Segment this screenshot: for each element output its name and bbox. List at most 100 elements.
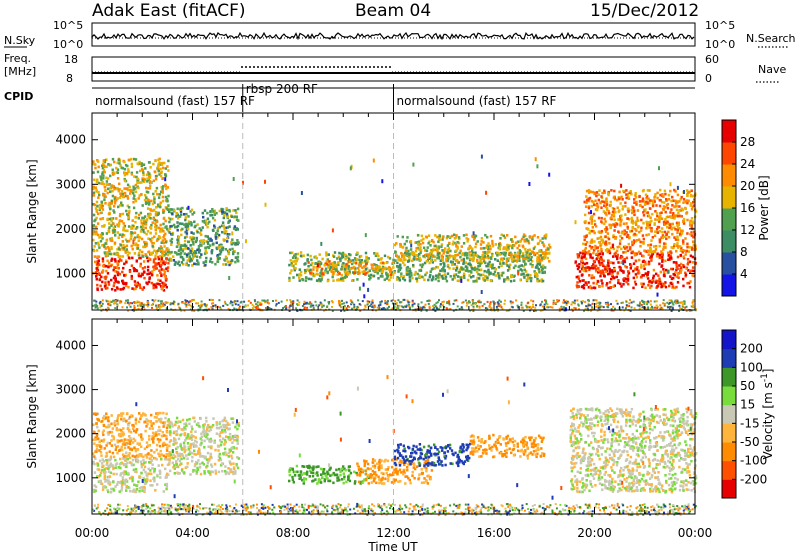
scatter-cell [355, 258, 359, 261]
scatter-cell [407, 301, 410, 304]
scatter-cell [596, 280, 600, 283]
scatter-cell [155, 306, 158, 309]
scatter-cell [347, 257, 351, 261]
scatter-cell [395, 278, 399, 281]
scatter-cell [128, 303, 131, 306]
scatter-cell [225, 230, 228, 233]
scatter-cell [494, 274, 497, 277]
scatter-cell [340, 268, 343, 271]
scatter-cell [93, 299, 96, 302]
scatter-cell [536, 164, 539, 169]
scatter-cell [479, 259, 482, 262]
scatter-cell [142, 217, 145, 220]
scatter-cell [669, 282, 672, 285]
scatter-cell [125, 281, 128, 285]
scatter-cell [650, 199, 653, 203]
scatter-cell [634, 196, 638, 199]
scatter-cell [292, 300, 295, 303]
scatter-cell [311, 262, 314, 265]
scatter-cell [146, 272, 149, 276]
scatter-cell [590, 210, 592, 215]
scatter-cell [130, 171, 133, 175]
scatter-cell [127, 216, 131, 219]
scatter-cell [411, 303, 414, 306]
scatter-cell [294, 262, 297, 265]
scatter-cell [432, 248, 435, 251]
scatter-cell [197, 304, 200, 307]
scatter-cell [681, 239, 685, 242]
scatter-cell [154, 267, 157, 270]
scatter-cell [494, 267, 497, 271]
scatter-cell [131, 287, 134, 290]
scatter-cell [386, 302, 388, 305]
scatter-cell [133, 175, 136, 178]
scatter-cell [692, 304, 695, 307]
scatter-cell [345, 307, 348, 310]
scatter-cell [472, 302, 475, 305]
scatter-cell [189, 236, 192, 239]
scatter-cell [255, 303, 258, 306]
scatter-cell [670, 208, 673, 211]
scatter-cell [593, 203, 596, 207]
scatter-cell [535, 304, 537, 307]
scatter-cell [514, 235, 517, 239]
scatter-cell [108, 302, 111, 305]
scatter-cell [290, 269, 293, 272]
scatter-cell [98, 302, 101, 305]
scatter-cell [177, 302, 180, 305]
scatter-cell [661, 253, 664, 257]
scatter-cell [343, 269, 347, 272]
scatter-cell [472, 231, 475, 236]
scatter-cell [231, 247, 234, 251]
scatter-cell [577, 266, 581, 269]
scatter-cell [105, 183, 109, 186]
scatter-cell [511, 246, 514, 250]
scatter-cell [671, 204, 674, 207]
scatter-cell [418, 269, 421, 272]
scatter-cell [213, 224, 216, 228]
scatter-cell [122, 228, 125, 232]
scatter-cell [645, 233, 648, 237]
scatter-cell [353, 257, 357, 260]
scatter-cell [377, 254, 380, 258]
scatter-cell [480, 261, 483, 265]
scatter-cell [349, 253, 352, 257]
scatter-cell [397, 270, 400, 273]
scatter-cell [344, 257, 347, 261]
scatter-cell [664, 246, 667, 249]
scatter-cell [123, 173, 127, 177]
scatter-cell [676, 201, 679, 204]
scatter-cell [208, 298, 211, 301]
scatter-cell [522, 265, 525, 268]
scatter-cell [605, 302, 608, 305]
scatter-cell [605, 226, 608, 229]
scatter-cell [366, 303, 369, 306]
scatter-cell [573, 306, 576, 309]
scatter-cell [392, 299, 395, 301]
scatter-cell [692, 248, 695, 251]
scatter-cell [128, 185, 131, 189]
scatter-cell [511, 506, 514, 509]
scatter-cell [693, 230, 696, 234]
scatter-cell [659, 188, 662, 192]
scatter-cell [545, 248, 548, 252]
scatter-cell [147, 212, 150, 216]
scatter-cell [613, 218, 616, 221]
scatter-cell [504, 254, 507, 257]
scatter-cell [161, 177, 164, 180]
scatter-cell [616, 257, 619, 261]
scatter-cell [464, 251, 467, 255]
scatter-cell [629, 230, 632, 233]
scatter-cell [161, 300, 163, 303]
scatter-cell [402, 255, 405, 258]
scatter-cell [640, 282, 643, 285]
scatter-cell [320, 278, 323, 281]
scatter-cell [350, 301, 353, 304]
scatter-cell [691, 301, 694, 304]
scatter-cell [600, 279, 603, 282]
scatter-cell [161, 187, 164, 191]
scatter-cell [465, 252, 469, 255]
scatter-cell [662, 302, 665, 305]
scatter-cell [293, 268, 296, 272]
scatter-cell [403, 305, 406, 308]
